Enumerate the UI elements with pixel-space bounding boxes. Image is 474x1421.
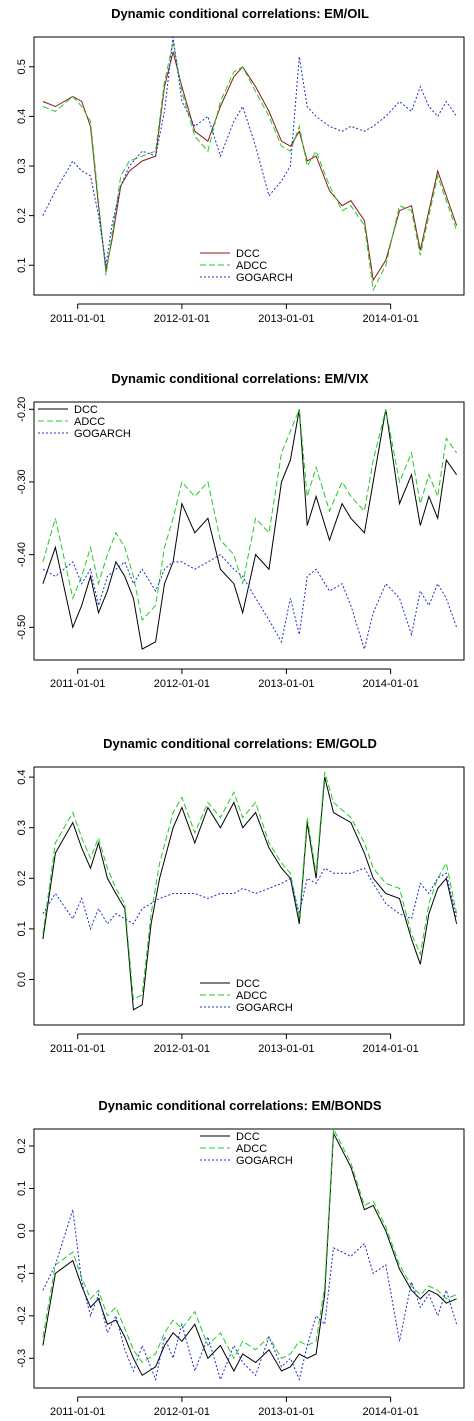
plot-frame bbox=[33, 401, 465, 661]
y-tick-label: -0.40 bbox=[16, 542, 28, 567]
legend-label-dcc: DCC bbox=[236, 248, 260, 260]
x-tick-label: 2011-01-01 bbox=[50, 678, 105, 690]
legend-label-dcc: DCC bbox=[74, 404, 98, 416]
y-tick-label: 0.2 bbox=[16, 871, 28, 886]
chart-title: Dynamic conditional correlations: EM/BON… bbox=[98, 1098, 381, 1113]
y-tick-label: 0.3 bbox=[16, 158, 28, 173]
x-tick-label: 2011-01-01 bbox=[50, 313, 105, 325]
series-line-dcc bbox=[42, 51, 458, 282]
series-line-gogarch bbox=[42, 867, 458, 931]
x-tick-label: 2012-01-01 bbox=[154, 678, 210, 690]
x-tick-label: 2012-01-01 bbox=[154, 1043, 210, 1055]
plot-frame bbox=[33, 766, 465, 1026]
y-tick-label: 0.1 bbox=[16, 258, 28, 273]
x-tick-label: 2014-01-01 bbox=[362, 313, 418, 325]
y-tick-label: -0.30 bbox=[16, 469, 28, 494]
legend-label-gogarch: GOGARCH bbox=[236, 272, 293, 284]
legend-label-adcc: ADCC bbox=[236, 260, 267, 272]
legend-label-gogarch: GOGARCH bbox=[74, 428, 131, 440]
x-tick-label: 2014-01-01 bbox=[362, 1406, 418, 1418]
y-tick-label: -0.20 bbox=[16, 397, 28, 422]
x-tick-label: 2013-01-01 bbox=[258, 313, 314, 325]
x-tick-label: 2014-01-01 bbox=[362, 678, 418, 690]
chart-title: Dynamic conditional correlations: EM/OIL bbox=[111, 6, 369, 21]
x-tick-label: 2011-01-01 bbox=[50, 1406, 105, 1418]
series-line-adcc bbox=[42, 771, 458, 1001]
y-tick-label: 0.1 bbox=[16, 921, 28, 936]
series-group bbox=[42, 37, 458, 292]
series-line-gogarch bbox=[42, 1209, 458, 1382]
x-tick-label: 2012-01-01 bbox=[154, 1406, 210, 1418]
chart-title: Dynamic conditional correlations: EM/VIX bbox=[111, 371, 368, 386]
series-line-adcc bbox=[42, 1129, 457, 1364]
y-tick-label: 0.2 bbox=[16, 1138, 28, 1153]
legend-label-gogarch: GOGARCH bbox=[236, 1002, 293, 1014]
y-tick-label: -0.1 bbox=[16, 1264, 28, 1283]
x-tick-label: 2012-01-01 bbox=[154, 313, 210, 325]
panel-em-oil: Dynamic conditional correlations: EM/OIL… bbox=[0, 0, 474, 330]
y-tick-label: 0.4 bbox=[16, 109, 28, 124]
chart-em-vix: Dynamic conditional correlations: EM/VIX… bbox=[16, 371, 465, 690]
y-tick-label: -0.2 bbox=[16, 1306, 28, 1325]
panel-em-gold: Dynamic conditional correlations: EM/GOL… bbox=[0, 730, 474, 1060]
series-line-adcc bbox=[42, 41, 458, 292]
series-line-dcc bbox=[42, 776, 458, 1011]
legend-label-adcc: ADCC bbox=[236, 990, 267, 1002]
legend-label-dcc: DCC bbox=[236, 1131, 260, 1143]
legend-label-dcc: DCC bbox=[236, 978, 260, 990]
y-tick-label: 0.0 bbox=[16, 972, 28, 987]
y-tick-label: 0.0 bbox=[16, 1223, 28, 1238]
series-group bbox=[42, 771, 458, 1011]
panel-em-bonds: Dynamic conditional correlations: EM/BON… bbox=[0, 1092, 474, 1421]
y-tick-label: 0.5 bbox=[16, 59, 28, 74]
series-line-gogarch bbox=[42, 37, 458, 266]
x-tick-label: 2013-01-01 bbox=[258, 1043, 314, 1055]
series-group bbox=[42, 1129, 458, 1382]
x-tick-label: 2013-01-01 bbox=[258, 678, 314, 690]
series-group bbox=[42, 409, 458, 651]
y-tick-label: 0.3 bbox=[16, 820, 28, 835]
x-tick-label: 2011-01-01 bbox=[50, 1043, 105, 1055]
chart-title: Dynamic conditional correlations: EM/GOL… bbox=[103, 736, 377, 751]
chart-em-gold: Dynamic conditional correlations: EM/GOL… bbox=[16, 736, 465, 1055]
plot-frame bbox=[33, 1128, 465, 1389]
series-line-gogarch bbox=[42, 553, 458, 651]
y-tick-label: -0.50 bbox=[16, 615, 28, 640]
y-tick-label: 0.2 bbox=[16, 208, 28, 223]
series-line-dcc bbox=[42, 409, 458, 650]
series-line-adcc bbox=[42, 409, 458, 622]
y-tick-label: 0.1 bbox=[16, 1181, 28, 1196]
legend-label-gogarch: GOGARCH bbox=[236, 1155, 293, 1167]
series-line-dcc bbox=[42, 1131, 457, 1377]
y-tick-label: 0.4 bbox=[16, 769, 28, 784]
chart-em-oil: Dynamic conditional correlations: EM/OIL… bbox=[16, 6, 465, 325]
x-tick-label: 2014-01-01 bbox=[362, 1043, 418, 1055]
legend-label-adcc: ADCC bbox=[74, 416, 105, 428]
x-tick-label: 2013-01-01 bbox=[258, 1406, 314, 1418]
y-tick-label: -0.3 bbox=[16, 1349, 28, 1368]
panel-em-vix: Dynamic conditional correlations: EM/VIX… bbox=[0, 365, 474, 695]
legend-label-adcc: ADCC bbox=[236, 1143, 267, 1155]
chart-em-bonds: Dynamic conditional correlations: EM/BON… bbox=[16, 1098, 465, 1418]
